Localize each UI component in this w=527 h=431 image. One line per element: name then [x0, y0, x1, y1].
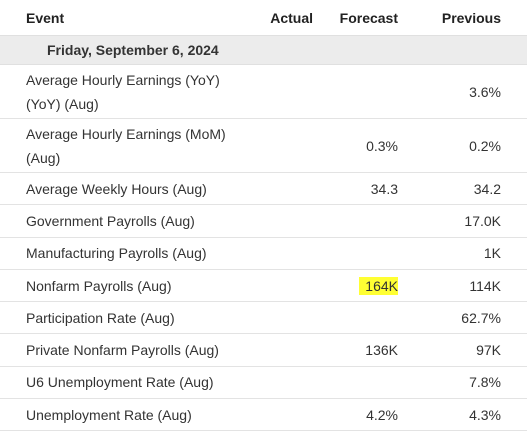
forecast-value: 34.3 — [370, 180, 398, 197]
table-row[interactable]: Average Hourly Earnings (MoM) (Aug) 0.3%… — [0, 119, 527, 173]
header-actual[interactable]: Actual — [270, 9, 313, 26]
table-row[interactable]: Unemployment Rate (Aug) 4.2% 4.3% — [0, 399, 527, 431]
event-name[interactable]: U6 Unemployment Rate (Aug) — [26, 374, 214, 391]
table-header: Event Actual Forecast Previous — [0, 0, 527, 36]
header-previous[interactable]: Previous — [441, 9, 501, 26]
previous-value: 1K — [483, 245, 501, 262]
table-row[interactable]: Private Nonfarm Payrolls (Aug) 136K 97K — [0, 334, 527, 367]
event-name[interactable]: Average Weekly Hours (Aug) — [26, 180, 207, 197]
event-name[interactable]: Average Hourly Earnings (MoM) (Aug) — [26, 125, 226, 166]
previous-value: 62.7% — [461, 309, 501, 326]
table-row[interactable]: Manufacturing Payrolls (Aug) 1K — [0, 238, 527, 270]
date-group-row: Friday, September 6, 2024 — [0, 36, 527, 65]
previous-value: 97K — [476, 342, 501, 359]
table-row[interactable]: Government Payrolls (Aug) 17.0K — [0, 205, 527, 238]
table-row[interactable]: U6 Unemployment Rate (Aug) 7.8% — [0, 367, 527, 400]
previous-value: 7.8% — [469, 374, 501, 391]
event-name[interactable]: Manufacturing Payrolls (Aug) — [26, 245, 207, 262]
event-name[interactable]: Government Payrolls (Aug) — [26, 212, 195, 229]
table-row[interactable]: Average Hourly Earnings (YoY) (YoY) (Aug… — [0, 65, 527, 119]
previous-value: 3.6% — [469, 83, 501, 100]
header-forecast[interactable]: Forecast — [339, 9, 398, 26]
forecast-cell: 164K — [313, 276, 398, 295]
table-row[interactable]: Participation Rate (Aug) 62.7% — [0, 302, 527, 335]
previous-value: 17.0K — [464, 212, 501, 229]
event-name[interactable]: Nonfarm Payrolls (Aug) — [26, 277, 172, 294]
table-row[interactable]: Nonfarm Payrolls (Aug) 164K 114K — [0, 270, 527, 303]
forecast-value: 136K — [365, 342, 398, 359]
forecast-value: 0.3% — [366, 137, 398, 154]
event-name[interactable]: Participation Rate (Aug) — [26, 309, 175, 326]
event-name[interactable]: Private Nonfarm Payrolls (Aug) — [26, 342, 219, 359]
forecast-value: 4.2% — [366, 406, 398, 423]
header-event[interactable]: Event — [26, 9, 65, 26]
event-name[interactable]: Unemployment Rate (Aug) — [26, 406, 192, 423]
previous-value: 0.2% — [469, 137, 501, 154]
event-name[interactable]: Average Hourly Earnings (YoY) (YoY) (Aug… — [26, 71, 220, 112]
highlighted-forecast-value: 164K — [359, 276, 398, 295]
previous-value: 34.2 — [473, 180, 501, 197]
previous-value: 114K — [469, 277, 501, 294]
previous-value: 4.3% — [469, 406, 501, 423]
table-row[interactable]: Average Weekly Hours (Aug) 34.3 34.2 — [0, 173, 527, 206]
